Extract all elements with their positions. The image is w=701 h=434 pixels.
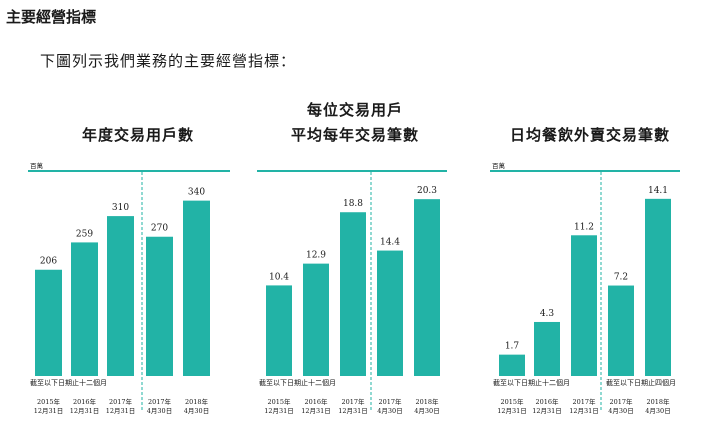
category-label-0: 2015年 12月31日 [497,398,527,415]
value-label-4: 14.1 [648,186,668,196]
bar-3 [377,250,403,376]
bar-3 [608,285,634,376]
bar-2 [340,212,366,376]
bar-plot: 10.4 12.9 18.8 14.4 20.3 [266,172,440,412]
value-label-1: 4.3 [540,309,555,319]
bar-4 [645,198,671,376]
section-heading: 主要經營指標 [6,8,97,26]
bar-0 [35,269,62,376]
bar-2 [107,216,134,376]
bar-4 [183,200,210,376]
intro-text: 下圖列示我們業務的主要經營指標： [40,52,297,70]
bar-0 [499,354,525,376]
chart-top-line [490,170,680,172]
value-label-2: 11.2 [574,222,594,232]
unit-label: 百萬 [30,162,43,170]
chart-top-line [257,170,447,172]
category-label-0: 2015年 12月31日 [264,398,294,415]
bar-4 [414,199,440,376]
category-label-1: 2016年 12月31日 [532,398,562,415]
period-label-left: 截至以下日期止十二個月 [493,379,570,387]
category-label-4: 2018年 4月30日 [645,398,671,415]
bar-plot: 1.7 4.3 11.2 7.2 14.1 [499,172,671,412]
value-label-3: 270 [151,224,168,234]
value-label-0: 1.7 [505,342,520,352]
value-label-1: 259 [76,229,93,239]
chart-title-line-1: 每位交易用戶 [306,101,403,119]
chart-title: 日均餐飲外賣交易筆數 [509,126,670,144]
bar-plot: 206 259 310 270 340 [35,172,210,412]
category-label-2: 2017年 12月31日 [569,398,599,415]
value-label-4: 20.3 [417,186,437,196]
period-label: 截至以下日期止十二個月 [259,379,336,387]
value-label-3: 14.4 [380,238,400,248]
value-label-2: 310 [112,203,129,213]
unit-label: 百萬 [492,162,505,170]
period-label-right: 截至以下日期止四個月 [606,379,676,387]
category-label-4: 2018年 4月30日 [183,398,210,415]
category-label-1: 2016年 12月31日 [301,398,331,415]
category-label-2: 2017年 12月31日 [338,398,368,415]
bar-0 [266,285,292,376]
value-label-3: 7.2 [614,273,628,283]
value-label-4: 340 [188,188,205,198]
bar-3 [146,236,173,376]
category-label-2: 2017年 12月31日 [105,398,136,415]
category-label-3: 2017年 4月30日 [146,398,173,415]
category-label-4: 2018年 4月30日 [414,398,440,415]
value-label-2: 18.8 [343,199,363,209]
category-label-1: 2016年 12月31日 [69,398,100,415]
bar-2 [571,235,597,376]
category-label-0: 2015年 12月31日 [33,398,64,415]
bar-1 [534,321,560,376]
period-label: 截至以下日期止十二個月 [30,379,107,387]
chart-top-line [28,170,230,172]
category-label-3: 2017年 4月30日 [608,398,634,415]
category-label-3: 2017年 4月30日 [377,398,403,415]
chart-title-line-2: 平均每年交易筆數 [290,126,419,144]
bar-1 [71,242,98,376]
value-label-1: 12.9 [306,251,326,261]
bar-1 [303,263,329,376]
value-label-0: 10.4 [269,272,289,282]
chart-title: 年度交易用戶數 [81,126,194,144]
value-label-0: 206 [40,257,57,267]
